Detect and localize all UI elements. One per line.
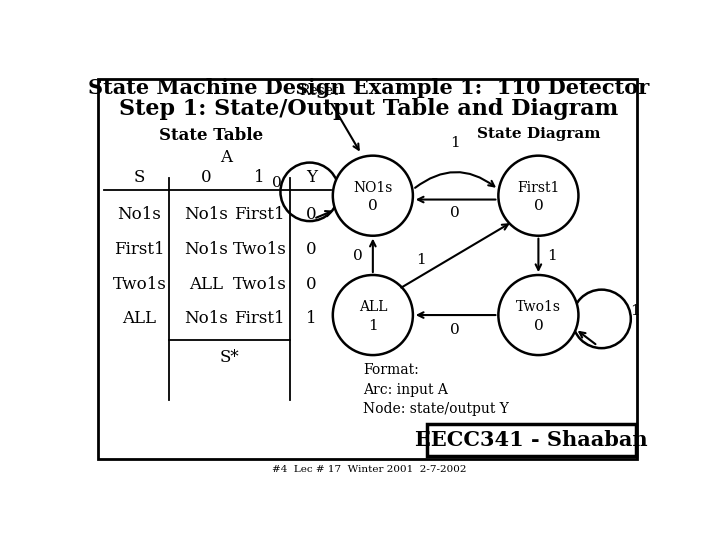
Text: First1: First1 bbox=[234, 206, 285, 224]
Text: NO1s: NO1s bbox=[354, 181, 392, 195]
Text: S*: S* bbox=[220, 349, 240, 366]
Text: S: S bbox=[134, 170, 145, 186]
Circle shape bbox=[333, 275, 413, 355]
Text: 1: 1 bbox=[547, 249, 557, 263]
Text: First1: First1 bbox=[517, 181, 559, 195]
Text: ALL: ALL bbox=[189, 276, 222, 293]
Text: State Diagram: State Diagram bbox=[477, 127, 600, 141]
Text: 0: 0 bbox=[534, 319, 544, 333]
Text: Two1s: Two1s bbox=[112, 276, 166, 293]
Text: Two1s: Two1s bbox=[516, 300, 561, 314]
Circle shape bbox=[498, 156, 578, 236]
FancyBboxPatch shape bbox=[98, 79, 637, 459]
FancyBboxPatch shape bbox=[427, 423, 636, 456]
Text: 1: 1 bbox=[306, 310, 317, 327]
Text: 1: 1 bbox=[451, 136, 460, 150]
Text: 1: 1 bbox=[254, 170, 265, 186]
Text: 0: 0 bbox=[451, 206, 460, 220]
Text: 0: 0 bbox=[271, 176, 282, 190]
Text: EECC341 - Shaaban: EECC341 - Shaaban bbox=[415, 430, 648, 450]
Text: Step 1: State/Output Table and Diagram: Step 1: State/Output Table and Diagram bbox=[120, 98, 618, 120]
Text: Y: Y bbox=[306, 170, 317, 186]
Text: 0: 0 bbox=[534, 199, 544, 213]
Text: 0: 0 bbox=[306, 241, 317, 258]
Text: ALL: ALL bbox=[122, 310, 156, 327]
Text: 1: 1 bbox=[631, 304, 640, 318]
Text: 0: 0 bbox=[368, 199, 378, 213]
Text: 0: 0 bbox=[200, 170, 211, 186]
Text: Two1s: Two1s bbox=[233, 276, 287, 293]
Circle shape bbox=[498, 275, 578, 355]
Text: State Machine Design Example 1:  110 Detector: State Machine Design Example 1: 110 Dete… bbox=[89, 78, 649, 98]
Text: No1s: No1s bbox=[184, 310, 228, 327]
Text: No1s: No1s bbox=[117, 206, 161, 224]
Text: No1s: No1s bbox=[184, 241, 228, 258]
Text: 0: 0 bbox=[451, 323, 460, 338]
Text: Reset: Reset bbox=[300, 84, 338, 98]
Text: #4  Lec # 17  Winter 2001  2-7-2002: #4 Lec # 17 Winter 2001 2-7-2002 bbox=[271, 465, 467, 474]
Text: First1: First1 bbox=[114, 241, 165, 258]
Text: A: A bbox=[220, 148, 233, 166]
Circle shape bbox=[333, 156, 413, 236]
Text: Two1s: Two1s bbox=[233, 241, 287, 258]
Text: 0: 0 bbox=[353, 249, 362, 263]
Text: 0: 0 bbox=[306, 276, 317, 293]
Text: State Table: State Table bbox=[159, 127, 264, 144]
Text: ALL: ALL bbox=[359, 300, 387, 314]
Text: 1: 1 bbox=[368, 319, 378, 333]
Text: First1: First1 bbox=[234, 310, 285, 327]
Text: No1s: No1s bbox=[184, 206, 228, 224]
Text: Format:
Arc: input A
Node: state/output Y: Format: Arc: input A Node: state/output … bbox=[363, 363, 509, 416]
Text: 1: 1 bbox=[415, 253, 426, 267]
Text: 0: 0 bbox=[306, 206, 317, 224]
